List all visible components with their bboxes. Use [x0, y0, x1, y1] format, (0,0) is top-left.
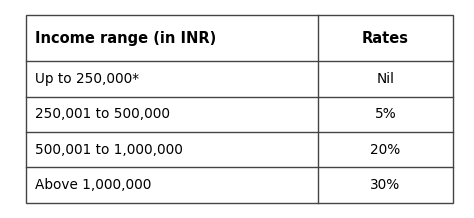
- Text: Up to 250,000*: Up to 250,000*: [35, 72, 138, 86]
- Text: Income range (in INR): Income range (in INR): [35, 31, 216, 46]
- Text: Nil: Nil: [376, 72, 394, 86]
- Text: 30%: 30%: [370, 178, 401, 192]
- Text: 250,001 to 500,000: 250,001 to 500,000: [35, 107, 170, 121]
- Text: 20%: 20%: [370, 143, 401, 157]
- Text: Rates: Rates: [362, 31, 409, 46]
- Text: Above 1,000,000: Above 1,000,000: [35, 178, 151, 192]
- Text: 500,001 to 1,000,000: 500,001 to 1,000,000: [35, 143, 182, 157]
- Text: 5%: 5%: [374, 107, 396, 121]
